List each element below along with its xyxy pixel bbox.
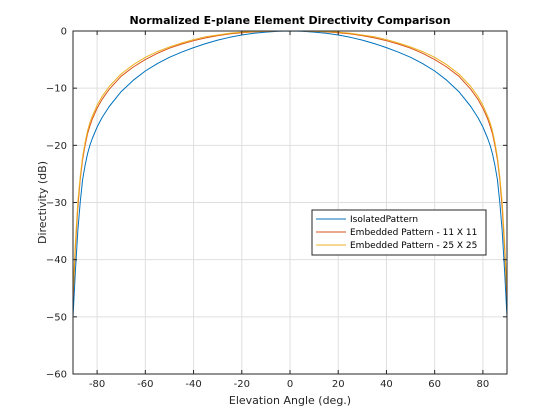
x-tick-label: -20	[234, 379, 250, 390]
y-tick-label: −50	[46, 312, 67, 323]
x-tick-label: 60	[428, 379, 441, 390]
x-tick-label: 0	[287, 379, 293, 390]
x-axis-label: Elevation Angle (deg.)	[229, 394, 351, 407]
y-tick-label: −60	[46, 370, 67, 381]
y-tick-label: −40	[46, 255, 67, 266]
y-axis-label: Directivity (dB)	[36, 161, 49, 244]
x-tick-label: -40	[185, 379, 201, 390]
legend-entry-2: Embedded Pattern - 11 X 11	[350, 228, 477, 238]
legend: IsolatedPattern Embedded Pattern - 11 X 1…	[311, 209, 487, 256]
y-tick-label: −20	[46, 141, 67, 152]
x-tick-label: -80	[89, 379, 105, 390]
chart-title: Normalized E-plane Element Directivity C…	[129, 14, 450, 27]
x-tick-label: -60	[137, 379, 153, 390]
x-tick-label: 80	[477, 379, 490, 390]
y-tick-label: −10	[46, 84, 67, 95]
y-tick-label: 0	[61, 27, 67, 38]
legend-entry-3: Embedded Pattern - 25 X 25	[350, 241, 477, 251]
legend-entry-1: IsolatedPattern	[350, 215, 418, 225]
plot-area	[73, 31, 507, 374]
y-tick-label: −30	[46, 198, 67, 209]
ticks: -80 -60 -40 -20 0 20 40 60 80 0 −10 −20 −30 −40 −50 −60	[46, 27, 507, 390]
x-tick-label: 40	[380, 379, 393, 390]
x-tick-label: 20	[332, 379, 345, 390]
